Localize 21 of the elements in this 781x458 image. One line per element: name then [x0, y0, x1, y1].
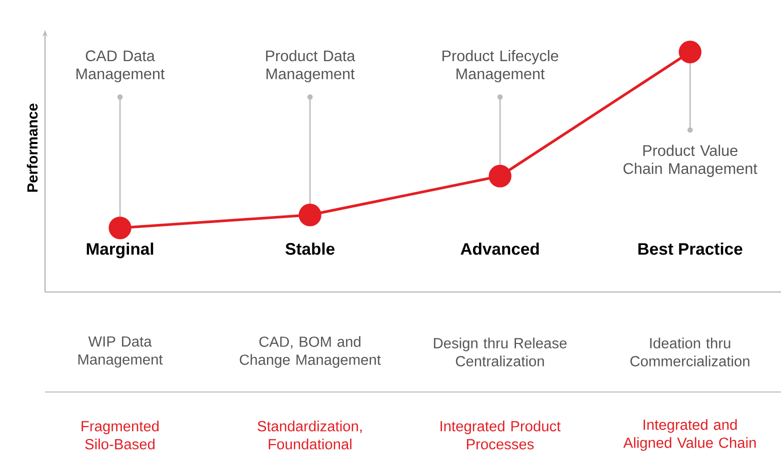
point [298, 204, 322, 226]
text: Fragmented Silo-Based [82, 420, 159, 450]
y-axis-title: Performance [26, 104, 38, 192]
annotation: Product Lifecycle Management [442, 50, 558, 82]
x-tick-label: Advanced [460, 242, 539, 255]
point [488, 164, 512, 188]
text: WIP Data Management [78, 336, 163, 368]
point [108, 216, 132, 240]
annotation: Product Value Chain Management [624, 144, 758, 177]
annotation: CAD Data Management [76, 50, 165, 82]
annotation: Product Data Management [266, 50, 356, 82]
text: Ideation thru Commercialization [630, 338, 750, 366]
text: CAD, BOM and Change Management [240, 336, 381, 368]
text: Integrated and Aligned Value Chain [623, 419, 756, 451]
text: Design thru Release Centralization [434, 338, 567, 366]
point [678, 40, 702, 64]
x-tick-label: Stable [286, 242, 334, 255]
text: Standardization, Foundational [258, 420, 362, 450]
text: Integrated Product Processes [440, 420, 561, 450]
x-tick-label: Best Practice [638, 242, 742, 255]
x-tick-label: Marginal [86, 242, 154, 258]
